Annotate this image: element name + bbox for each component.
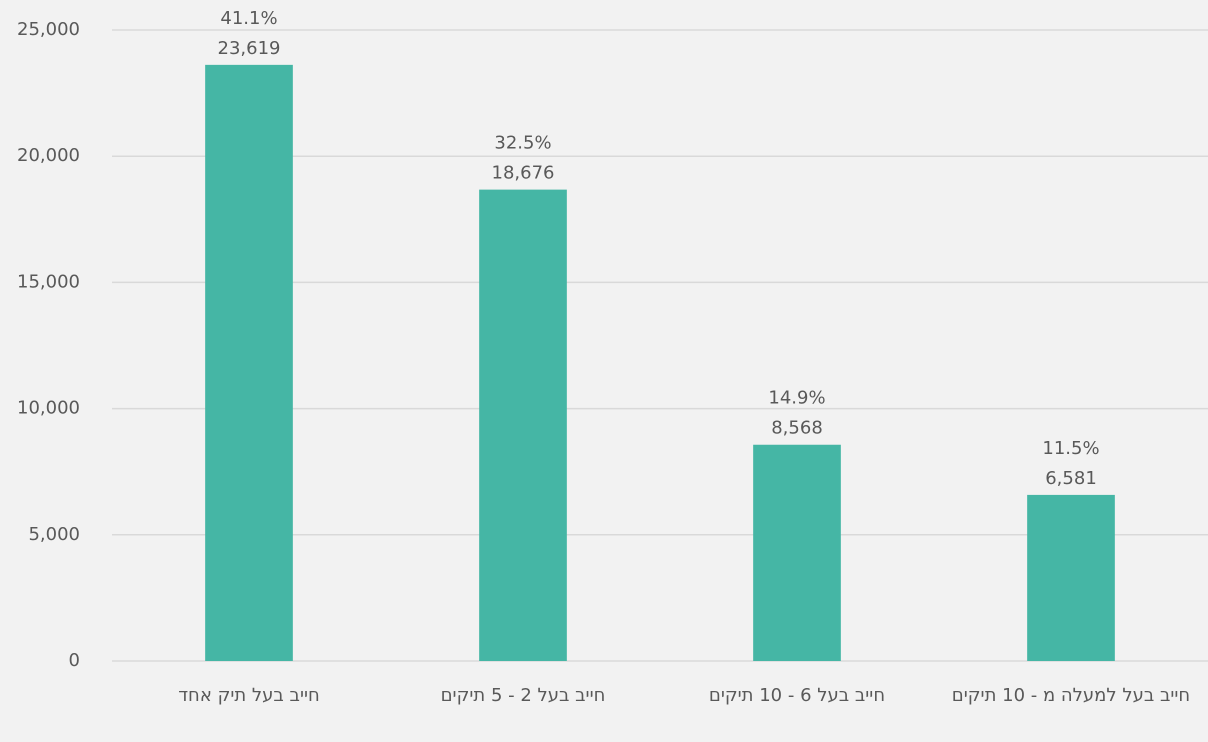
y-tick-label: 5,000	[28, 524, 80, 545]
percentage-label: 32.5%	[494, 133, 551, 154]
value-label: 6,581	[1045, 468, 1097, 489]
bar	[753, 444, 841, 661]
x-tick-label: חייב בעל למעלה מ - 10 תיקים	[952, 685, 1190, 706]
bar	[479, 189, 567, 661]
y-tick-label: 0	[69, 650, 80, 671]
x-tick-label: חייב בעל 6 - 10 תיקים	[709, 685, 885, 706]
value-label: 8,568	[771, 418, 823, 439]
x-tick-label: חייב בעל תיק אחד	[178, 685, 320, 706]
y-tick-label: 10,000	[17, 398, 80, 419]
y-tick-label: 15,000	[17, 271, 80, 292]
bar	[205, 64, 293, 661]
percentage-label: 14.9%	[768, 388, 825, 409]
x-tick-label: חייב בעל 2 - 5 תיקים	[441, 685, 606, 706]
y-tick-label: 25,000	[17, 19, 80, 40]
value-label: 18,676	[492, 163, 555, 184]
value-label: 23,619	[218, 38, 281, 59]
percentage-label: 41.1%	[220, 8, 277, 29]
percentage-label: 11.5%	[1042, 438, 1099, 459]
y-tick-label: 20,000	[17, 145, 80, 166]
bar	[1027, 494, 1115, 661]
